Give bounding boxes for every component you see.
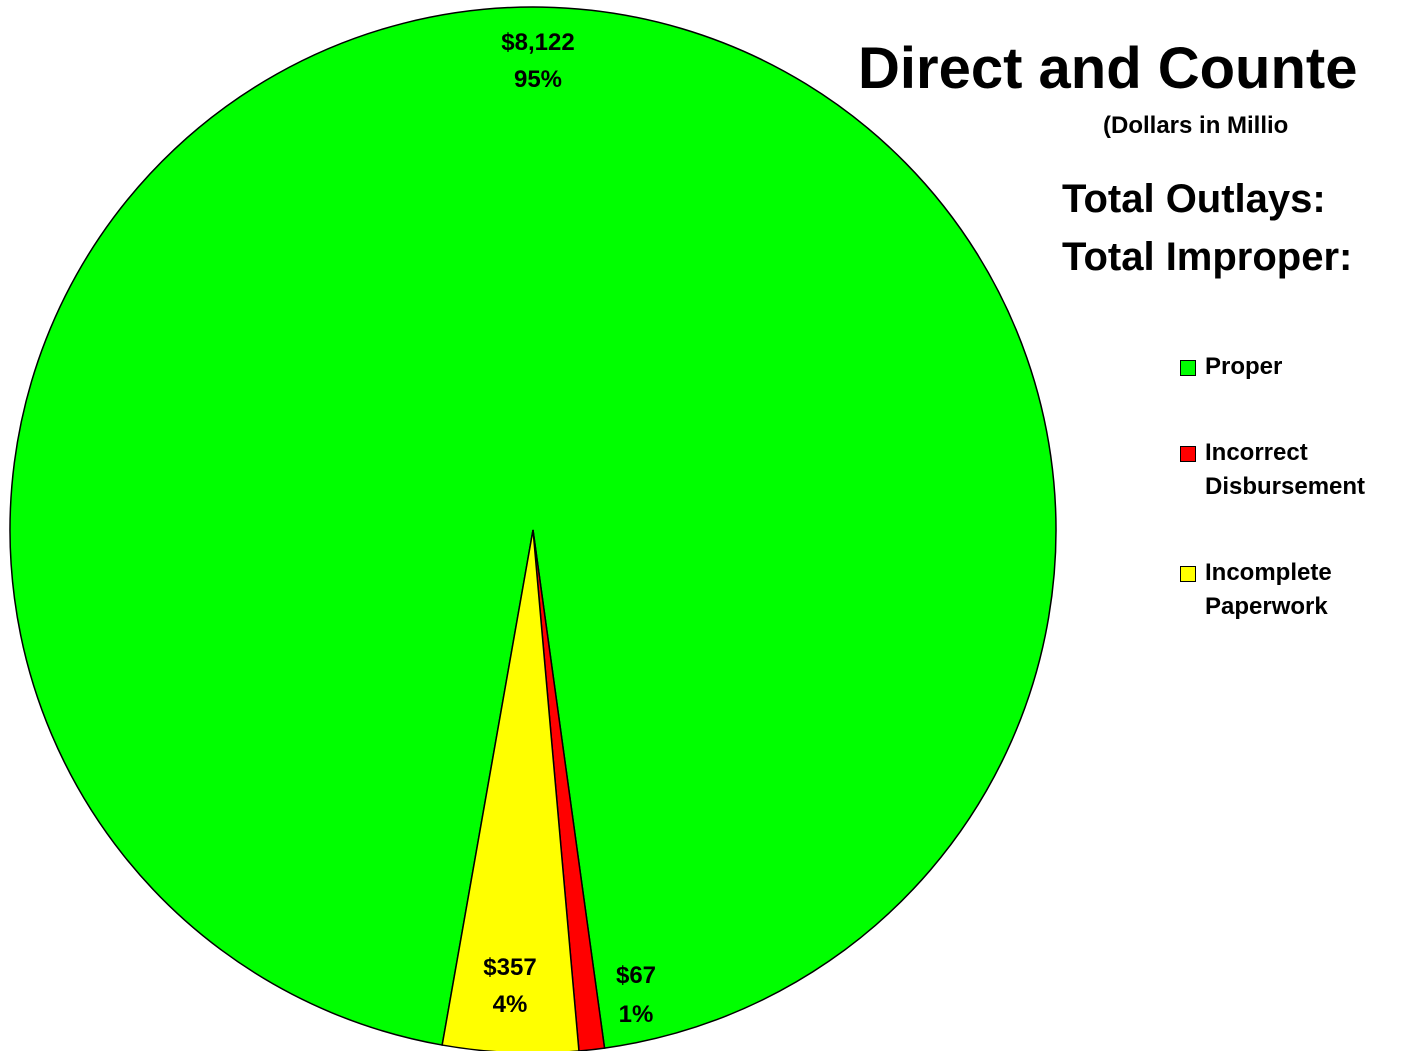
legend-swatch: [1180, 360, 1196, 376]
chart-title: Direct and Counte: [858, 36, 1358, 101]
value-label: $8,122: [501, 29, 574, 56]
percent-label: 4%: [493, 991, 528, 1018]
percent-label: 1%: [619, 1001, 654, 1028]
value-label: $67: [616, 962, 656, 989]
legend-item: Incorrect Disbursement: [1180, 436, 1365, 504]
chart-subtitle: (Dollars in Millio: [1103, 112, 1288, 139]
value-label: $357: [483, 954, 536, 981]
percent-label: 95%: [514, 66, 562, 93]
annotation: Total Outlays:: [1062, 177, 1326, 221]
pie: [9, 6, 1057, 1051]
legend-label: Proper: [1205, 353, 1283, 380]
legend-swatch: [1180, 446, 1196, 462]
legend-label: Incorrect Disbursement: [1205, 439, 1366, 500]
annotation: Total Improper:: [1062, 235, 1352, 279]
legend-label: Incomplete Paperwork: [1205, 559, 1332, 620]
legend-swatch: [1180, 566, 1196, 582]
legend-item: Proper: [1180, 350, 1360, 384]
pie-slice: [9, 6, 1057, 1049]
legend-item: Incomplete Paperwork: [1180, 556, 1360, 624]
legend: Proper Incorrect Disbursement Incomplete P…: [1180, 350, 1365, 676]
